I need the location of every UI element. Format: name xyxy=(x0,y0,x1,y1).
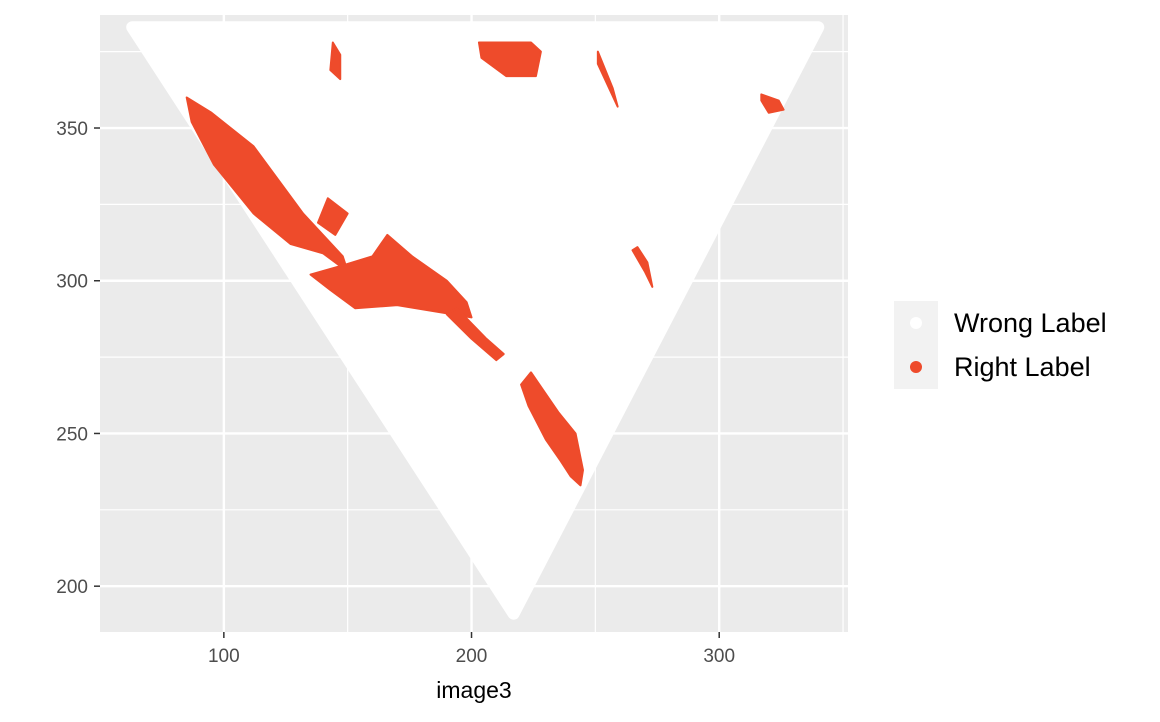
legend-label: Wrong Label xyxy=(954,308,1107,338)
right-label-cluster xyxy=(329,41,342,81)
y-tick-label: 250 xyxy=(56,424,88,445)
right-label-cluster xyxy=(316,197,349,236)
x-tick-label: 200 xyxy=(456,646,488,667)
right-label-cluster xyxy=(477,41,542,78)
x-tick-label: 100 xyxy=(208,646,240,667)
right-label-cluster xyxy=(309,233,473,319)
wrong-label-region xyxy=(126,21,825,620)
right-label-cluster xyxy=(760,93,785,114)
y-tick-label: 300 xyxy=(56,272,88,293)
y-tick-label: 350 xyxy=(56,119,88,140)
y-tick-label: 200 xyxy=(56,577,88,598)
series-right-label xyxy=(185,41,785,487)
series-wrong-label xyxy=(126,21,825,620)
right-label-cluster xyxy=(445,307,505,362)
x-axis-title: image3 xyxy=(436,677,511,703)
right-label-cluster xyxy=(631,246,654,288)
right-label-cluster xyxy=(596,50,619,108)
x-tick-label: 300 xyxy=(703,646,735,667)
x-axis: 100 200 300 xyxy=(208,632,735,667)
legend: Wrong Label Right Label xyxy=(894,301,1107,389)
legend-marker xyxy=(910,317,922,329)
y-axis: 200 250 300 350 xyxy=(56,119,100,598)
right-label-cluster xyxy=(520,371,584,487)
legend-marker xyxy=(910,361,922,373)
legend-label: Right Label xyxy=(954,352,1091,382)
